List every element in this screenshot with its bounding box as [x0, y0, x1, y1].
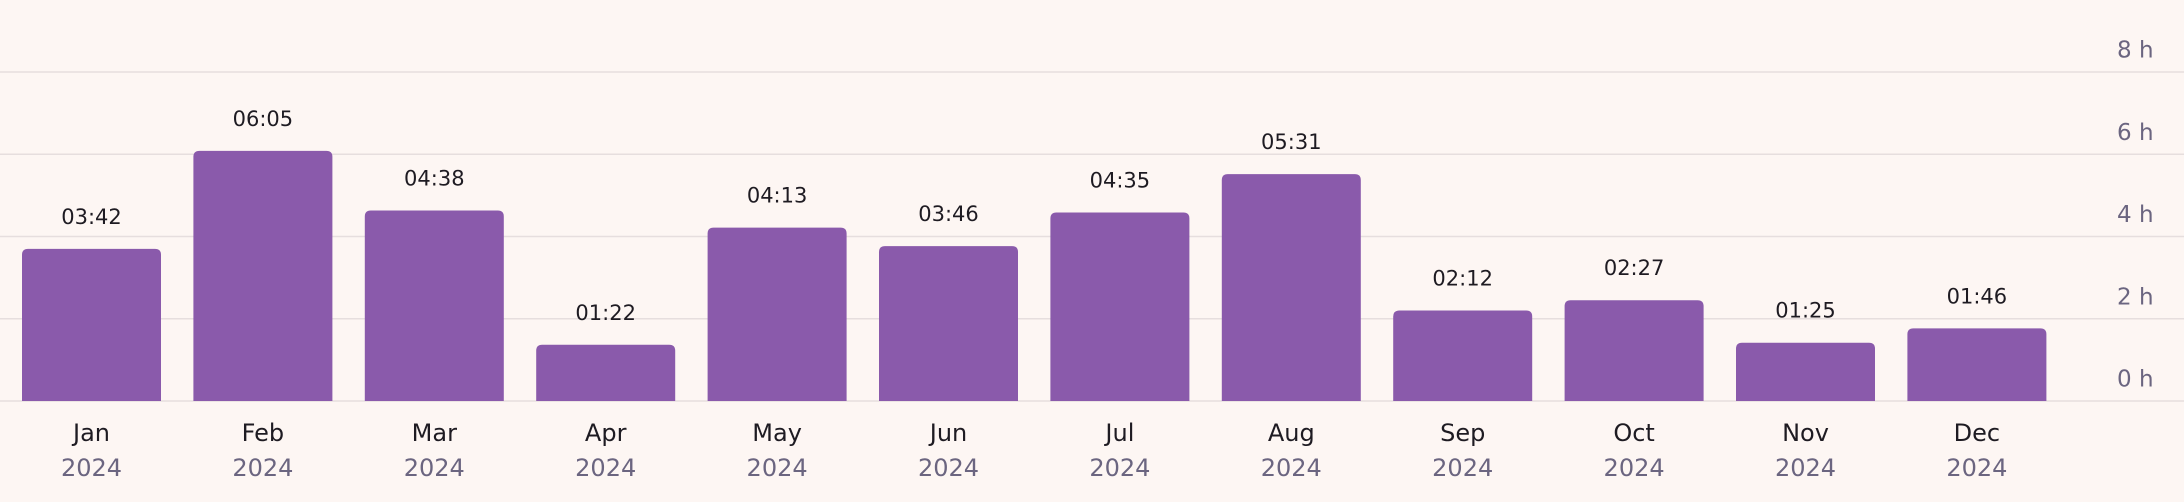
x-tick-label: Jun	[928, 419, 968, 447]
x-tick-label: Nov	[1782, 419, 1829, 447]
x-tick-label: Apr	[585, 419, 627, 447]
bar	[707, 227, 847, 401]
x-tick-year: 2024	[1604, 454, 1665, 482]
x-tick-year: 2024	[232, 454, 293, 482]
bar	[536, 344, 676, 401]
value-label: 04:38	[404, 166, 465, 190]
x-tick-year: 2024	[918, 454, 979, 482]
bar	[1050, 212, 1190, 401]
bar	[1736, 342, 1875, 401]
value-label: 05:31	[1261, 130, 1322, 154]
x-tick-label: Dec	[1954, 419, 2000, 447]
y-tick-label: 6 h	[2117, 120, 2154, 146]
value-label: 01:22	[575, 301, 636, 325]
x-tick-label: Jul	[1103, 419, 1134, 447]
bar	[879, 246, 1018, 401]
value-label: 03:42	[61, 205, 122, 229]
x-tick-label: Mar	[412, 419, 457, 447]
x-tick-year: 2024	[1946, 454, 2007, 482]
value-label: 02:12	[1432, 267, 1493, 291]
x-tick-year: 2024	[1261, 454, 1322, 482]
x-tick-year: 2024	[747, 454, 808, 482]
x-tick-label: May	[752, 419, 802, 447]
bar	[364, 210, 504, 401]
x-tick-year: 2024	[1775, 454, 1836, 482]
value-label: 03:46	[918, 202, 979, 226]
value-label: 04:35	[1090, 169, 1151, 193]
bar	[1907, 328, 2047, 401]
x-tick-year: 2024	[1089, 454, 1150, 482]
x-tick-label: Oct	[1613, 419, 1655, 447]
value-label: 06:05	[233, 107, 294, 131]
value-label: 01:25	[1775, 299, 1836, 323]
y-tick-label: 4 h	[2117, 202, 2154, 228]
y-tick-label: 2 h	[2117, 284, 2154, 310]
bar	[1564, 300, 1704, 401]
value-label: 01:46	[1947, 284, 2008, 308]
y-tick-label: 0 h	[2117, 367, 2154, 393]
bar	[193, 150, 333, 401]
x-tick-label: Feb	[242, 419, 285, 447]
bar	[22, 248, 161, 401]
x-tick-year: 2024	[61, 454, 122, 482]
x-tick-label: Jan	[71, 419, 110, 447]
bar	[1393, 310, 1533, 401]
x-tick-year: 2024	[404, 454, 465, 482]
x-tick-year: 2024	[575, 454, 636, 482]
value-label: 04:13	[747, 184, 808, 208]
x-tick-year: 2024	[1432, 454, 1493, 482]
x-tick-label: Aug	[1268, 419, 1315, 447]
bar	[1221, 174, 1361, 401]
y-tick-label: 8 h	[2117, 38, 2154, 64]
value-label: 02:27	[1604, 256, 1665, 280]
x-tick-label: Sep	[1440, 419, 1485, 447]
